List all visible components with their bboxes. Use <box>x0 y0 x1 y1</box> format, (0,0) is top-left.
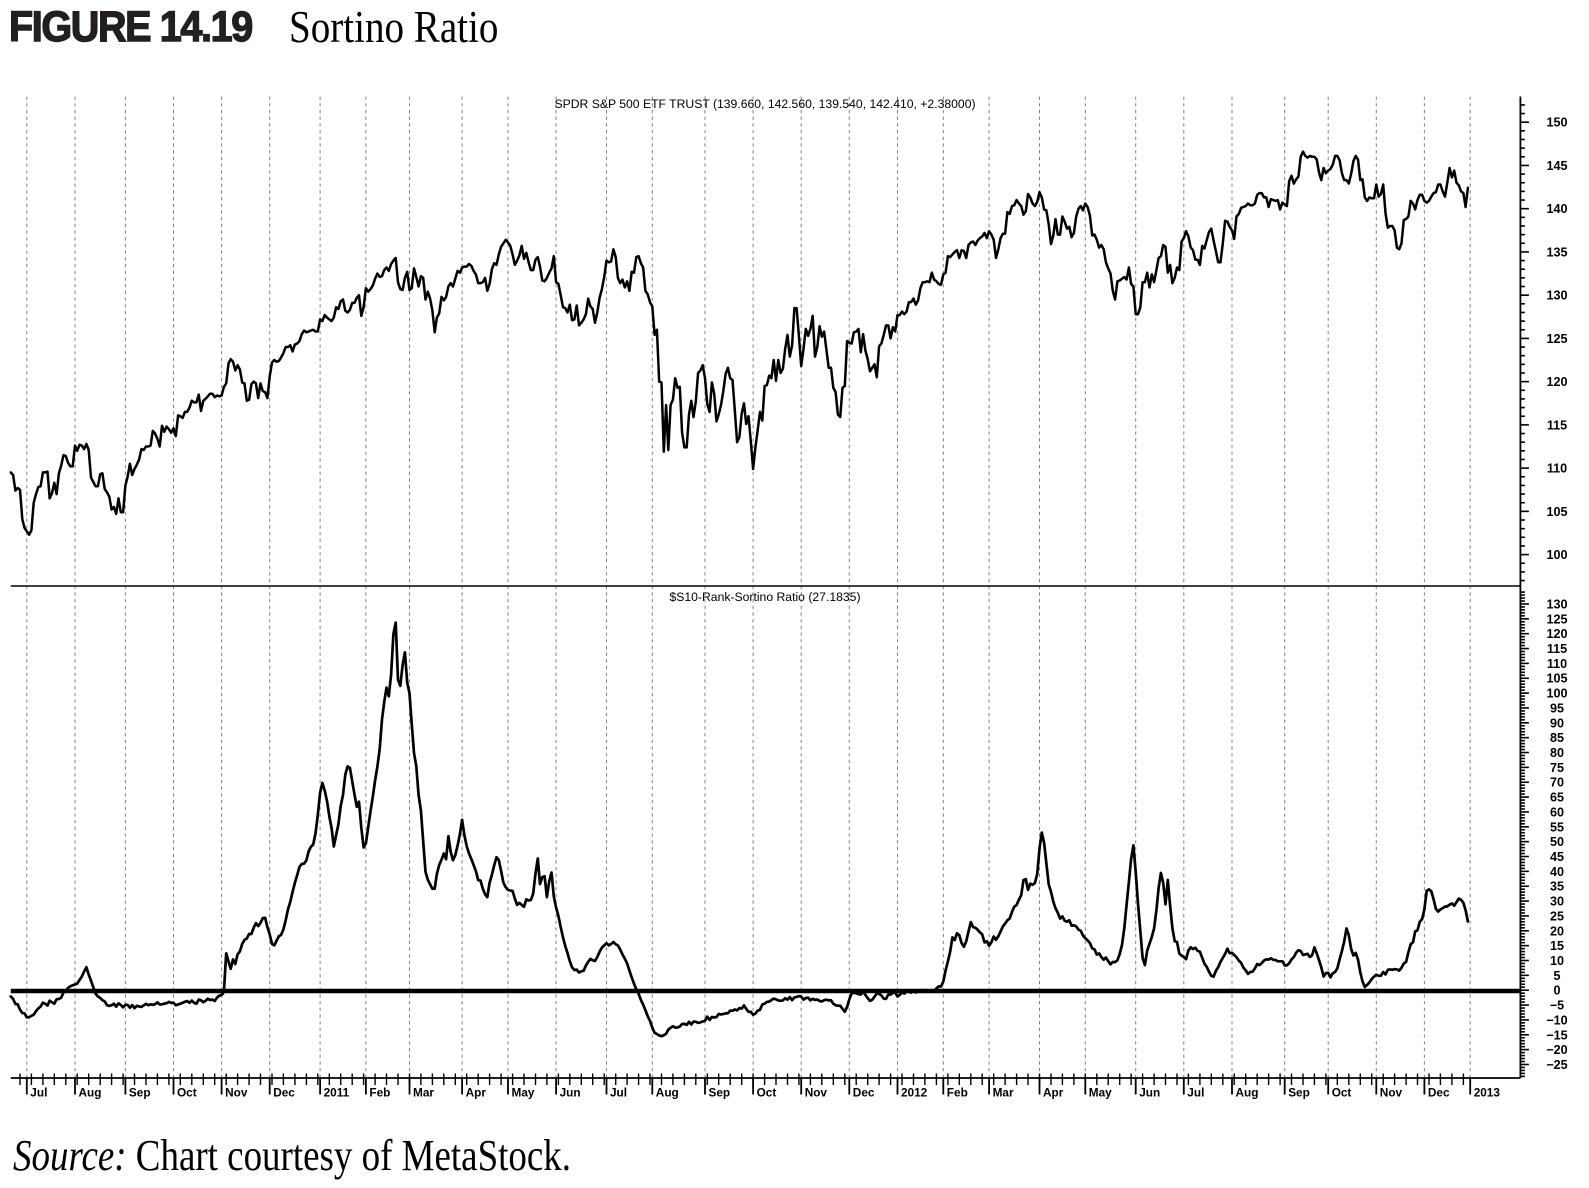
svg-text:115: 115 <box>1547 418 1567 432</box>
svg-text:130: 130 <box>1546 598 1567 612</box>
svg-text:Apr: Apr <box>1043 1086 1064 1100</box>
svg-text:150: 150 <box>1546 116 1567 130</box>
svg-text:115: 115 <box>1547 642 1567 656</box>
svg-text:Jul: Jul <box>1187 1086 1204 1100</box>
svg-text:55: 55 <box>1550 820 1564 834</box>
svg-text:2012: 2012 <box>901 1086 928 1100</box>
svg-text:May: May <box>512 1086 535 1100</box>
svg-text:130: 130 <box>1546 289 1567 303</box>
svg-text:−5: −5 <box>1550 999 1564 1013</box>
svg-text:125: 125 <box>1546 332 1567 346</box>
svg-text:65: 65 <box>1550 791 1564 805</box>
svg-text:100: 100 <box>1546 548 1567 562</box>
svg-text:Nov: Nov <box>1380 1086 1403 1100</box>
svg-text:−25: −25 <box>1546 1058 1567 1072</box>
svg-text:70: 70 <box>1550 776 1564 790</box>
svg-text:2011: 2011 <box>324 1086 350 1100</box>
svg-text:0: 0 <box>1553 984 1560 998</box>
svg-text:30: 30 <box>1550 895 1564 909</box>
svg-text:Nov: Nov <box>805 1086 828 1100</box>
svg-text:Oct: Oct <box>757 1086 777 1100</box>
svg-text:Dec: Dec <box>273 1086 295 1100</box>
svg-text:20: 20 <box>1550 924 1564 938</box>
svg-text:85: 85 <box>1550 731 1564 745</box>
svg-text:15: 15 <box>1550 939 1564 953</box>
svg-text:Jul: Jul <box>30 1086 47 1100</box>
svg-text:110: 110 <box>1547 462 1567 476</box>
svg-text:90: 90 <box>1550 716 1564 730</box>
svg-text:105: 105 <box>1546 672 1567 686</box>
svg-text:5: 5 <box>1553 969 1560 983</box>
svg-text:Mar: Mar <box>993 1086 1014 1100</box>
svg-text:125: 125 <box>1546 612 1567 626</box>
svg-text:Sep: Sep <box>709 1086 731 1100</box>
svg-text:−10: −10 <box>1546 1013 1567 1027</box>
svg-text:75: 75 <box>1550 761 1564 775</box>
svg-text:Dec: Dec <box>1428 1086 1450 1100</box>
svg-text:Sep: Sep <box>129 1086 151 1100</box>
svg-text:135: 135 <box>1546 245 1567 259</box>
svg-text:35: 35 <box>1550 880 1564 894</box>
svg-text:45: 45 <box>1550 850 1564 864</box>
svg-text:Dec: Dec <box>853 1086 875 1100</box>
svg-text:25: 25 <box>1550 909 1564 923</box>
svg-text:10: 10 <box>1550 954 1564 968</box>
svg-text:−15: −15 <box>1546 1028 1567 1042</box>
svg-text:Apr: Apr <box>466 1086 487 1100</box>
svg-text:Aug: Aug <box>656 1086 679 1100</box>
svg-text:40: 40 <box>1550 865 1564 879</box>
svg-text:100: 100 <box>1546 687 1567 701</box>
svg-text:2013: 2013 <box>1474 1086 1501 1100</box>
svg-text:Sep: Sep <box>1288 1086 1310 1100</box>
svg-text:95: 95 <box>1550 702 1564 716</box>
svg-text:SPDR S&P 500 ETF TRUST (139.66: SPDR S&P 500 ETF TRUST (139.660, 142.560… <box>554 97 975 111</box>
svg-text:80: 80 <box>1550 746 1564 760</box>
svg-text:145: 145 <box>1546 159 1567 173</box>
svg-text:−20: −20 <box>1546 1043 1567 1057</box>
svg-text:120: 120 <box>1546 375 1567 389</box>
svg-text:60: 60 <box>1550 805 1564 819</box>
svg-text:50: 50 <box>1550 835 1564 849</box>
svg-text:Aug: Aug <box>79 1086 102 1100</box>
svg-text:May: May <box>1089 1086 1112 1100</box>
svg-text:Jul: Jul <box>610 1086 627 1100</box>
svg-text:Oct: Oct <box>177 1086 197 1100</box>
svg-text:Aug: Aug <box>1236 1086 1259 1100</box>
svg-text:Oct: Oct <box>1332 1086 1352 1100</box>
svg-text:Nov: Nov <box>225 1086 248 1100</box>
svg-text:$S10-Rank-Sortino Ratio (27.18: $S10-Rank-Sortino Ratio (27.1835) <box>669 590 860 604</box>
svg-text:Mar: Mar <box>413 1086 434 1100</box>
svg-text:Feb: Feb <box>947 1086 968 1100</box>
svg-text:Feb: Feb <box>369 1086 390 1100</box>
svg-text:Jun: Jun <box>560 1086 581 1100</box>
svg-text:Jun: Jun <box>1139 1086 1160 1100</box>
svg-text:120: 120 <box>1546 627 1567 641</box>
svg-text:110: 110 <box>1547 657 1567 671</box>
svg-text:140: 140 <box>1546 202 1567 216</box>
svg-text:105: 105 <box>1546 505 1567 519</box>
